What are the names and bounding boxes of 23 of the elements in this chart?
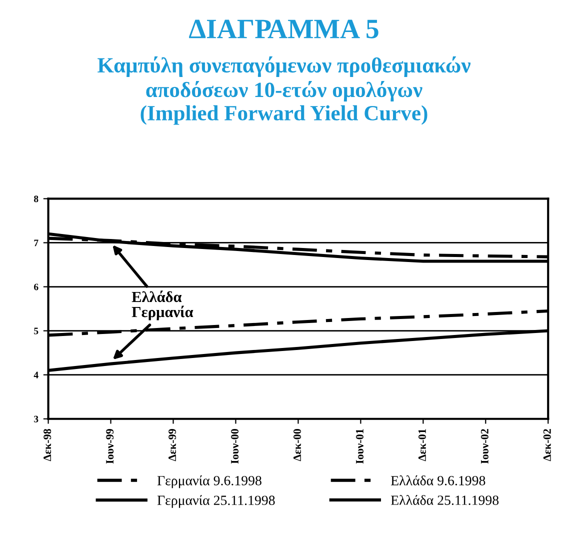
y-tick-label: 4 [34, 372, 38, 378]
y-tick-label: 3 [34, 416, 38, 422]
x-tick-label: Ιουν-00 [231, 429, 238, 464]
x-tick-label: Ιουν-99 [106, 428, 114, 464]
y-tick-label: 5 [34, 328, 38, 334]
legend-label: Ελλάδα 9.6.1998 [390, 475, 486, 486]
x-tick-label: Ιουν-02 [480, 429, 488, 464]
x-tick-label: Δεκ-99 [168, 428, 176, 462]
chart-subtitle: Καμπύλη συνεπαγόμενων προθεσμιακών αποδόσεων 10-ετών ομολόγων (Implied Forward Yield Curve) [98, 56, 471, 125]
x-tick-label: Δεκ-98 [44, 428, 52, 462]
y-tick-label: 8 [34, 196, 38, 202]
legend-label: Γερμανία 9.6.1998 [157, 475, 262, 488]
y-tick-label: 6 [34, 284, 38, 290]
x-tick-label: Δεκ-01 [418, 429, 426, 462]
x-tick-label: Δεκ-02 [543, 429, 551, 462]
annotation: Ελλάδα [132, 290, 182, 302]
legend-label: Γερμανία 25.11.1998 [157, 495, 275, 508]
x-tick-label: Δεκ-00 [293, 429, 301, 462]
annotation: Γερμανία [132, 306, 194, 320]
x-tick-label: Ιουν-01 [356, 429, 364, 464]
chart-title: ΔΙΑΓΡΑΜΜΑ 5 [189, 20, 378, 38]
y-tick-label: 7 [34, 240, 38, 246]
legend-label: Ελλάδα 25.11.1998 [390, 495, 499, 506]
